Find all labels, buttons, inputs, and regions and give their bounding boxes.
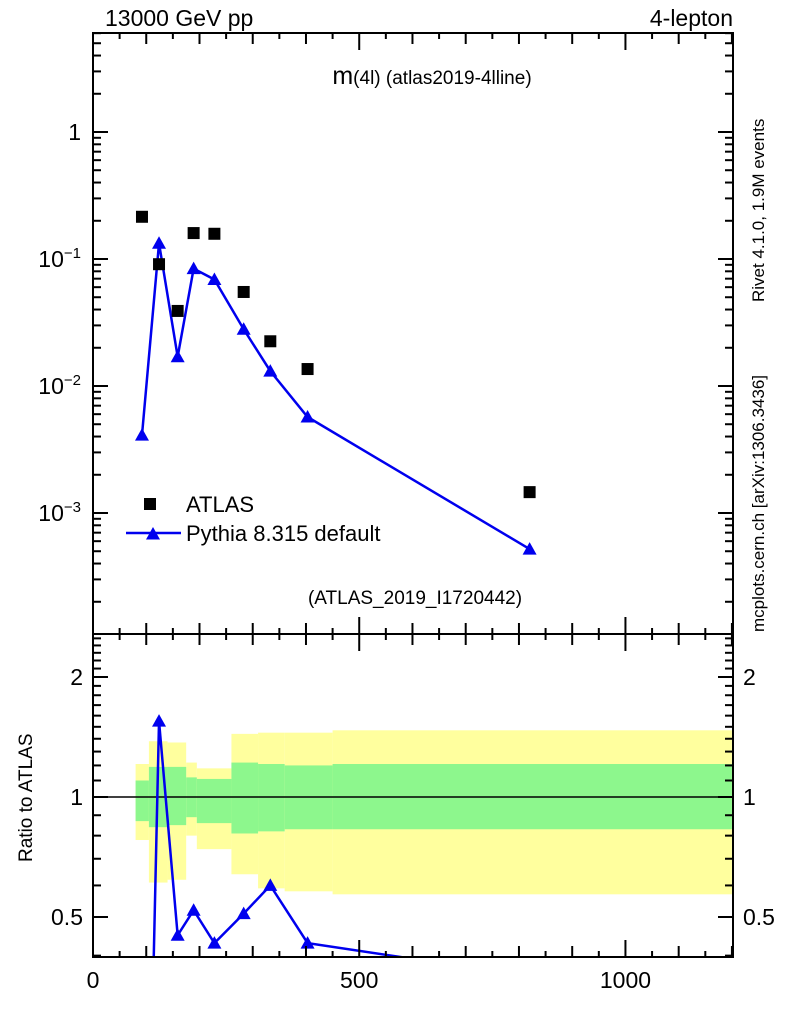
x-axis-tick-label: 0 — [87, 967, 100, 993]
analysis-channel-label: 4-lepton — [650, 5, 733, 31]
atlas-square-marker — [237, 285, 250, 298]
pythia-triangle-marker — [152, 236, 167, 249]
ratio-mc-curve — [152, 714, 403, 956]
ratio-triangle-marker — [207, 936, 222, 949]
legend-markers — [126, 498, 181, 540]
green-band-bin — [167, 766, 187, 826]
ratio-y-tick-label-right: 2 — [743, 664, 756, 690]
axis-tick-labels: 0 500 1000 1 10−1 10−2 10−3 0.5 0.5 1 1 2 2 — [38, 119, 775, 993]
plot-title: m(4l) (atlas2019-4lline) — [332, 62, 531, 90]
ratio-uncertainty-bands — [135, 730, 732, 895]
atlas-series — [135, 210, 536, 499]
ratio-y-tick-label-right: 1 — [743, 784, 756, 810]
legend-label-atlas: ATLAS — [186, 492, 254, 517]
atlas-square-marker — [523, 486, 536, 499]
ratio-triangle-marker — [152, 714, 167, 727]
main-y-tick-label: 10−2 — [38, 372, 81, 399]
ratio-y-tick-label-left: 1 — [70, 784, 83, 810]
pythia-triangle-marker — [236, 322, 251, 335]
pythia-triangle-marker — [207, 272, 222, 285]
pythia-triangle-marker — [134, 428, 149, 441]
ratio-axis-title: Ratio to ATLAS — [16, 734, 37, 863]
mcplots-attribution-note: mcplots.cern.ch [arXiv:1306.3436] — [749, 375, 768, 632]
legend-label-pythia: Pythia 8.315 default — [186, 521, 380, 546]
atlas-square-marker — [208, 227, 221, 240]
atlas-square-marker — [264, 335, 277, 348]
pythia-triangle-marker — [522, 542, 537, 555]
main-y-tick-label: 10−1 — [38, 245, 81, 272]
ratio-y-tick-label-left: 0.5 — [51, 904, 83, 930]
rivet-version-note: Rivet 4.1.0, 1.9M events — [749, 119, 768, 302]
legend-triangle-marker — [146, 527, 160, 540]
legend-square-marker — [144, 498, 156, 510]
pythia-triangle-marker — [300, 410, 315, 423]
beam-energy-label: 13000 GeV pp — [105, 5, 253, 31]
plot-layers: 0 500 1000 1 10−1 10−2 10−3 0.5 0.5 1 1 2 2 — [38, 32, 775, 993]
pythia-triangle-marker — [186, 261, 201, 275]
ratio-triangle-marker — [186, 903, 201, 916]
ratio-y-tick-label-left: 2 — [70, 664, 83, 690]
main-y-tick-label: 10−3 — [38, 499, 81, 526]
atlas-square-marker — [153, 258, 166, 271]
x-axis-tick-label: 1000 — [600, 967, 651, 993]
ratio-panel-frame — [92, 633, 734, 958]
pythia-triangle-marker — [263, 364, 278, 377]
atlas-square-marker — [301, 363, 314, 376]
atlas-square-marker — [135, 210, 148, 223]
x-axis-tick-label: 500 — [340, 967, 378, 993]
atlas-square-marker — [171, 304, 184, 317]
atlas-square-marker — [187, 227, 200, 240]
axis-ticks — [92, 32, 733, 957]
ratio-triangle-marker — [170, 928, 185, 941]
green-band-bin — [196, 778, 232, 824]
pythia-series — [134, 236, 537, 555]
green-band-bin — [231, 762, 259, 834]
ratio-triangle-marker — [263, 878, 278, 891]
main-y-tick-label: 1 — [68, 119, 81, 145]
ratio-triangle-marker — [236, 906, 251, 920]
green-band-bin — [135, 780, 149, 822]
ratio-triangle-marker — [300, 936, 315, 949]
watermark-analysis-id: (ATLAS_2019_I1720442) — [308, 588, 522, 609]
pythia-triangle-marker — [170, 349, 185, 363]
ratio-y-tick-label-right: 0.5 — [743, 904, 775, 930]
